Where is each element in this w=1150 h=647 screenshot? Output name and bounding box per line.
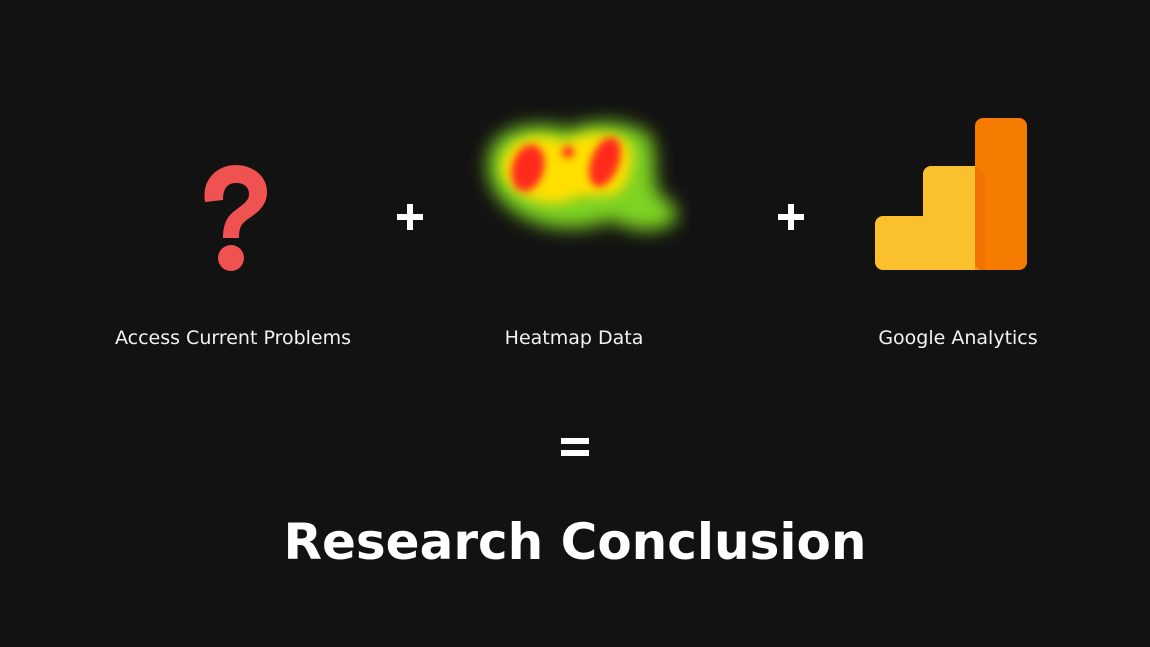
label-google-analytics: Google Analytics [878, 327, 1038, 349]
plus-icon [395, 202, 425, 232]
plus-icon [776, 202, 806, 232]
heatmap-icon [460, 100, 690, 250]
question-mark-icon [183, 150, 283, 280]
research-conclusion-title: Research Conclusion [283, 513, 867, 571]
label-access-current-problems: Access Current Problems [114, 327, 352, 349]
equals-icon [561, 435, 589, 459]
label-heatmap-data: Heatmap Data [504, 327, 644, 349]
google-analytics-icon [873, 116, 1029, 272]
